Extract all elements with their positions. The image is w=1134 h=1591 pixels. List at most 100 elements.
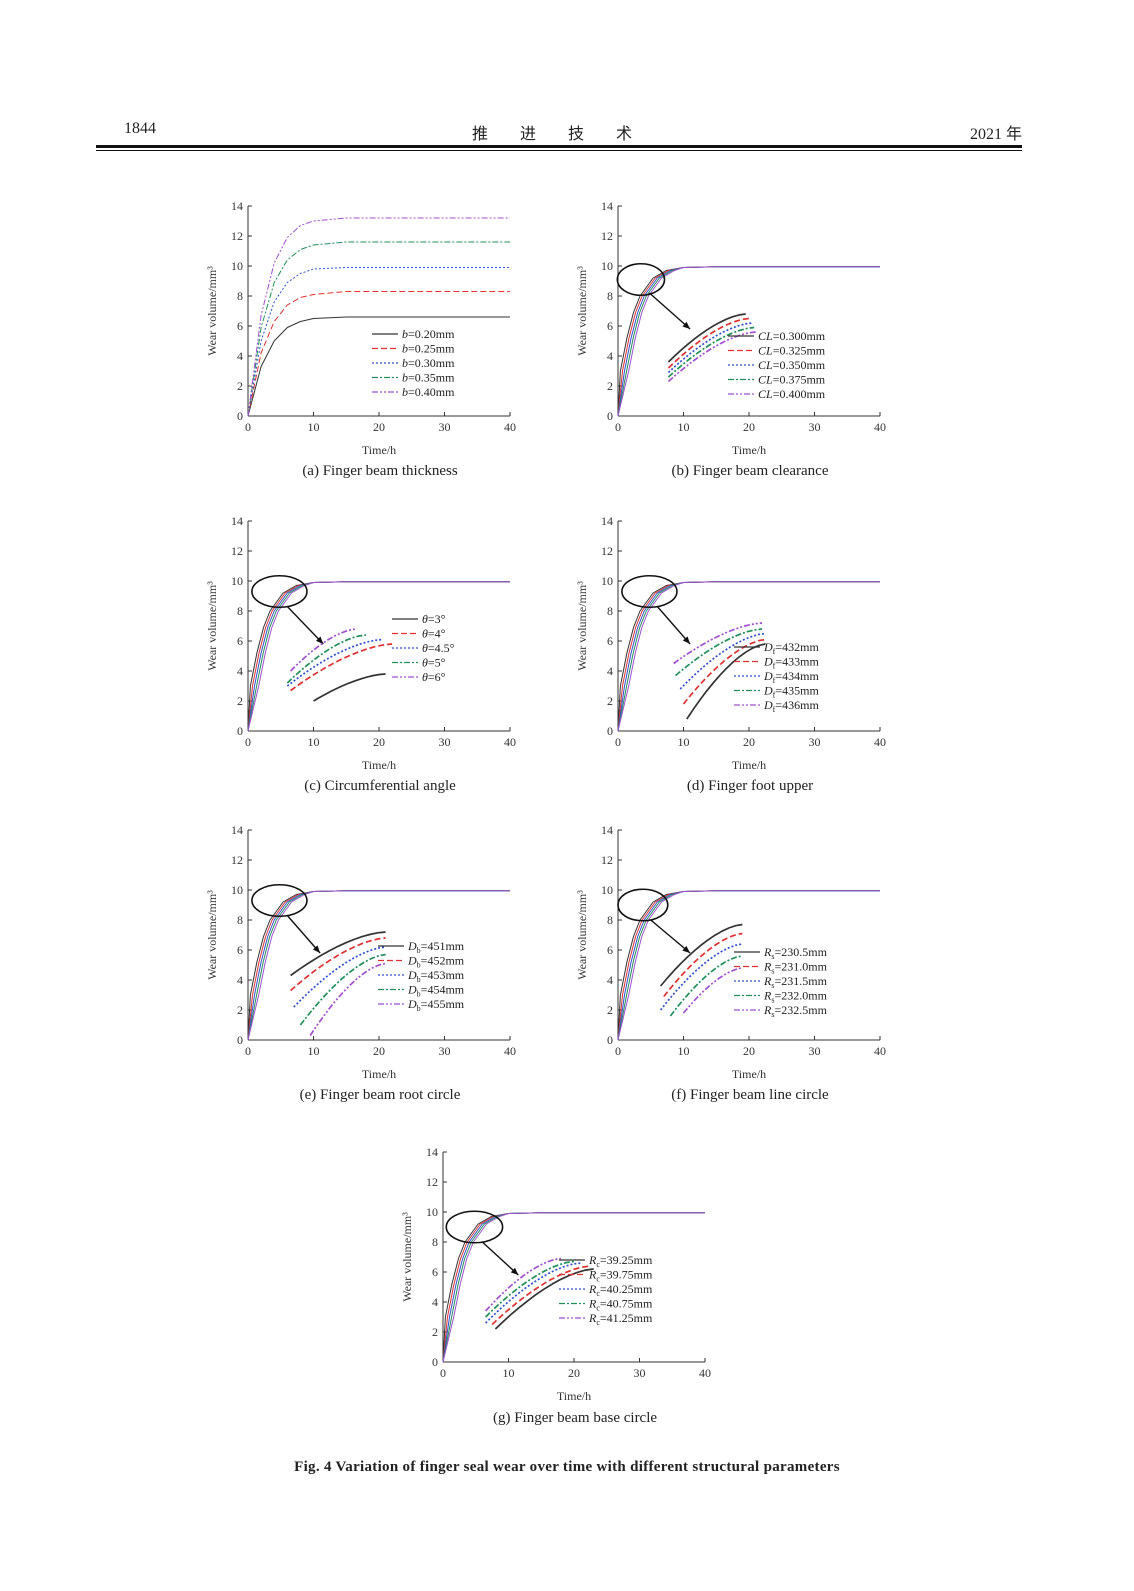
x-tick-label-d: 30	[809, 735, 821, 749]
x-axis-label-g: Time/h	[557, 1389, 591, 1403]
chart-e: 0 2 4 6 8 10 12 14 0 10 20 30 40 Time/h Wear volume/mm…	[205, 823, 516, 1081]
x-tick-label-c: 0	[245, 735, 251, 749]
x-tick-label-a: 10	[308, 420, 320, 434]
main-curve-g	[442, 1212, 705, 1363]
y-tick-label-f: 14	[601, 823, 613, 837]
chart-panel-b: 0 2 4 6 8 10 12 14 0 10 20 30 40 Time/h Wear volume/mm…	[560, 198, 900, 498]
zoom-ellipse-b	[616, 262, 666, 297]
zoom-arrow-d	[656, 606, 691, 645]
y-tick-label-d: 14	[601, 514, 613, 528]
page-number: 1844	[124, 120, 156, 137]
chart-panel-f: 0 2 4 6 8 10 12 14 0 10 20 30 40 Time/h Wear volume/mm…	[560, 822, 900, 1122]
y-axis-label-e: Wear volume/mm³	[205, 890, 219, 980]
main-curve-c	[247, 581, 510, 732]
main-curve-g	[442, 1212, 705, 1363]
legend-label-e: Db=454mm	[407, 983, 465, 999]
x-tick-label-g: 0	[440, 1366, 446, 1380]
legend-label-g: Rc=39.25mm	[588, 1253, 653, 1269]
page-header: 1844 推 进 技 术 2021 年	[96, 118, 1022, 143]
series-line-a	[247, 267, 510, 417]
y-tick-label-e: 0	[237, 1033, 243, 1047]
main-curve-f	[617, 890, 880, 1041]
zoom-ellipse-f	[617, 888, 669, 922]
x-axis-label-f: Time/h	[732, 1067, 766, 1081]
y-tick-label-c: 14	[231, 514, 243, 528]
inset-series-e	[309, 962, 386, 1036]
inset-series-c	[286, 638, 383, 687]
x-tick-label-e: 10	[308, 1044, 320, 1058]
header-rule-thick	[96, 145, 1022, 148]
inset-series-g	[494, 1268, 594, 1330]
inset-series-e	[299, 953, 386, 1026]
y-axis-label-c: Wear volume/mm³	[205, 581, 219, 671]
x-tick-label-g: 10	[503, 1366, 515, 1380]
main-curve-f	[617, 890, 880, 1041]
legend-label-c: θ=6°	[422, 670, 446, 684]
x-tick-label-g: 20	[568, 1366, 580, 1380]
inset-series-d	[679, 632, 766, 690]
y-tick-label-b: 4	[607, 349, 613, 363]
caption-g: (g) Finger beam base circle	[492, 1410, 658, 1426]
x-tick-label-d: 40	[874, 735, 886, 749]
y-tick-label-g: 2	[432, 1325, 438, 1339]
y-tick-label-g: 10	[426, 1205, 438, 1219]
y-tick-label-a: 0	[237, 409, 243, 423]
legend-label-c: θ=4°	[422, 627, 446, 641]
figure-caption: Fig. 4 Variation of finger seal wear ove…	[294, 1459, 840, 1475]
y-tick-label-f: 0	[607, 1033, 613, 1047]
inset-series-b	[667, 326, 755, 378]
legend-label-e: Db=453mm	[407, 968, 465, 984]
inset-series-c	[313, 673, 386, 702]
chart-a: 0 2 4 6 8 10 12 14 0 10 20 30 40 Time/h Wear volume/mm…	[205, 199, 516, 457]
y-tick-label-d: 4	[607, 664, 613, 678]
x-tick-label-a: 20	[373, 420, 385, 434]
y-tick-label-g: 0	[432, 1355, 438, 1369]
y-axis-label-a: Wear volume/mm³	[205, 266, 219, 356]
inset-series-f	[682, 967, 743, 1014]
legend-label-b: CL=0.350mm	[758, 358, 826, 372]
y-tick-label-e: 8	[237, 913, 243, 927]
legend-label-e: Db=455mm	[407, 997, 465, 1013]
x-axis-label-e: Time/h	[362, 1067, 396, 1081]
x-tick-label-c: 20	[373, 735, 385, 749]
y-tick-label-d: 0	[607, 724, 613, 738]
x-tick-label-c: 10	[308, 735, 320, 749]
y-tick-label-b: 6	[607, 319, 613, 333]
zoom-ellipse-g	[445, 1210, 504, 1244]
y-tick-label-a: 10	[231, 259, 243, 273]
inset-series-b	[667, 322, 753, 374]
legend-label-d: Df=435mm	[763, 684, 819, 700]
legend-label-e: Db=452mm	[407, 954, 465, 970]
x-tick-label-d: 10	[678, 735, 690, 749]
chart-d: 0 2 4 6 8 10 12 14 0 10 20 30 40 Time/h Wear volume/mm…	[575, 514, 886, 772]
legend-label-f: Rs=232.0mm	[763, 989, 828, 1005]
legend-label-b: CL=0.325mm	[758, 344, 826, 358]
main-curve-g	[442, 1212, 705, 1363]
y-tick-label-f: 10	[601, 883, 613, 897]
legend-label-b: CL=0.375mm	[758, 373, 826, 387]
zoom-ellipse-c	[251, 574, 308, 609]
y-tick-label-c: 10	[231, 574, 243, 588]
inset-series-d	[675, 628, 763, 677]
legend-label-a: b=0.35mm	[402, 371, 455, 385]
legend-label-g: Rc=40.25mm	[588, 1282, 653, 1298]
inset-series-d	[686, 643, 766, 720]
zoom-arrowhead-f	[682, 945, 691, 953]
x-tick-label-f: 0	[615, 1044, 621, 1058]
y-tick-label-c: 0	[237, 724, 243, 738]
publication-year: 2021 年	[969, 126, 1022, 143]
zoom-arrowhead-g	[510, 1267, 519, 1275]
y-tick-label-e: 10	[231, 883, 243, 897]
zoom-arrow-g	[481, 1241, 519, 1276]
inset-series-e	[290, 937, 386, 992]
inset-series-g	[485, 1262, 581, 1324]
zoom-arrow-f	[650, 919, 691, 954]
y-tick-label-f: 12	[601, 853, 613, 867]
y-tick-label-c: 6	[237, 634, 243, 648]
x-tick-label-e: 0	[245, 1044, 251, 1058]
zoom-ellipse-e	[251, 883, 308, 918]
main-curve-d	[617, 581, 880, 732]
y-tick-label-g: 4	[432, 1295, 438, 1309]
inset-series-f	[669, 955, 743, 1017]
legend-label-d: Df=432mm	[763, 640, 819, 656]
